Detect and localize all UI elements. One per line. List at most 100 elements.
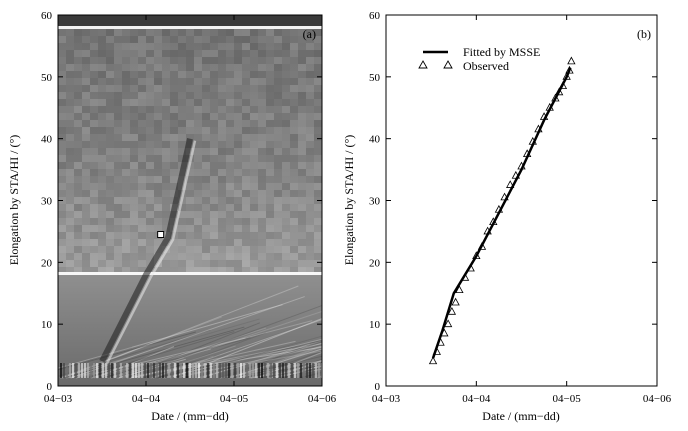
heatmap-cell xyxy=(194,50,202,57)
legend: Fitted by MSSE Observed xyxy=(418,45,540,73)
heatmap-cell xyxy=(202,50,210,57)
heatmap-cell xyxy=(58,92,66,99)
heatmap-cell xyxy=(98,106,106,113)
heatmap-cell xyxy=(218,141,226,148)
heatmap-cell xyxy=(82,162,90,169)
heatmap-cell xyxy=(218,197,226,204)
heatmap-cell xyxy=(274,29,282,36)
heatmap-cell xyxy=(58,253,66,260)
heatmap-cell xyxy=(314,92,322,99)
heatmap-cell xyxy=(242,50,250,57)
heatmap-cell xyxy=(282,36,290,43)
heatmap-cell xyxy=(82,127,90,134)
heatmap-noise-bar xyxy=(93,363,95,378)
heatmap-cell xyxy=(306,106,314,113)
heatmap-cell xyxy=(74,267,82,274)
heatmap-cell xyxy=(186,106,194,113)
heatmap-cell xyxy=(162,197,170,204)
heatmap-cell xyxy=(98,218,106,225)
heatmap-cell xyxy=(58,141,66,148)
heatmap-cell xyxy=(114,190,122,197)
heatmap-cell xyxy=(98,162,106,169)
observed-point xyxy=(455,285,464,294)
heatmap-cell xyxy=(58,260,66,267)
heatmap-cell xyxy=(266,106,274,113)
heatmap-cell xyxy=(314,176,322,183)
heatmap-cell xyxy=(130,29,138,36)
heatmap-cell xyxy=(194,92,202,99)
heatmap-noise-bar xyxy=(264,363,266,378)
heatmap-cell xyxy=(106,106,114,113)
heatmap-cell xyxy=(298,106,306,113)
heatmap-cell xyxy=(290,99,298,106)
heatmap-noise-bar xyxy=(81,363,83,378)
heatmap-cell xyxy=(218,218,226,225)
heatmap-cell xyxy=(306,99,314,106)
observed-point xyxy=(447,306,457,315)
heatmap-cell xyxy=(218,225,226,232)
heatmap-noise-bar xyxy=(315,363,317,378)
heatmap-cell xyxy=(130,71,138,78)
heatmap-cell xyxy=(162,113,170,120)
heatmap-cell xyxy=(210,113,218,120)
heatmap-noise-bar xyxy=(117,363,119,378)
heatmap-cell xyxy=(306,197,314,204)
y-tick-label: 10 xyxy=(41,319,53,331)
heatmap-noise-bar xyxy=(294,363,296,378)
heatmap-cell xyxy=(210,99,218,106)
heatmap-cell xyxy=(266,176,274,183)
heatmap-cell xyxy=(178,120,186,127)
heatmap-cell xyxy=(74,85,82,92)
heatmap-streak xyxy=(156,340,322,379)
heatmap-cell xyxy=(210,246,218,253)
heatmap-cell xyxy=(114,43,122,50)
heatmap-cell xyxy=(234,134,242,141)
heatmap-cell xyxy=(90,204,98,211)
hi1-hi2-boundary xyxy=(58,272,322,275)
heatmap-cell xyxy=(66,225,74,232)
heatmap-cell xyxy=(298,169,306,176)
heatmap-cell xyxy=(90,260,98,267)
heatmap-cell xyxy=(298,162,306,169)
heatmap-cell xyxy=(298,29,306,36)
heatmap-cell xyxy=(234,267,242,274)
heatmap-cell xyxy=(306,211,314,218)
heatmap-cell xyxy=(274,155,282,162)
heatmap-cell xyxy=(282,92,290,99)
marked-point xyxy=(157,231,165,239)
heatmap-cell xyxy=(202,162,210,169)
heatmap-cell xyxy=(162,78,170,85)
heatmap-cell xyxy=(114,197,122,204)
heatmap-cell xyxy=(170,162,178,169)
heatmap-cell xyxy=(282,218,290,225)
heatmap-cell xyxy=(250,57,258,64)
heatmap-cell xyxy=(306,71,314,78)
heatmap-cell xyxy=(282,211,290,218)
panel-b-frame xyxy=(385,14,658,387)
heatmap-cell xyxy=(162,267,170,274)
heatmap-cell xyxy=(146,78,154,85)
heatmap-cell xyxy=(106,169,114,176)
heatmap-noise-bar xyxy=(312,363,314,378)
heatmap-cell xyxy=(306,120,314,127)
heatmap-cell xyxy=(154,57,162,64)
heatmap-cell xyxy=(162,225,170,232)
heatmap-cell xyxy=(202,92,210,99)
heatmap-cell xyxy=(58,50,66,57)
heatmap-cell xyxy=(66,127,74,134)
heatmap-cell xyxy=(58,155,66,162)
heatmap-cell xyxy=(98,183,106,190)
heatmap-cell xyxy=(178,92,186,99)
legend-label-fitted: Fitted by MSSE xyxy=(463,45,540,59)
heatmap-cell xyxy=(162,211,170,218)
heatmap-noise-bar xyxy=(201,363,203,378)
heatmap-cell xyxy=(218,155,226,162)
heatmap-noise-bar xyxy=(288,363,290,378)
heatmap-cell xyxy=(218,50,226,57)
heatmap-cell xyxy=(234,57,242,64)
heatmap-cell xyxy=(130,218,138,225)
heatmap-cell xyxy=(250,197,258,204)
heatmap-cell xyxy=(250,134,258,141)
heatmap-cell xyxy=(274,162,282,169)
heatmap-cell xyxy=(202,99,210,106)
